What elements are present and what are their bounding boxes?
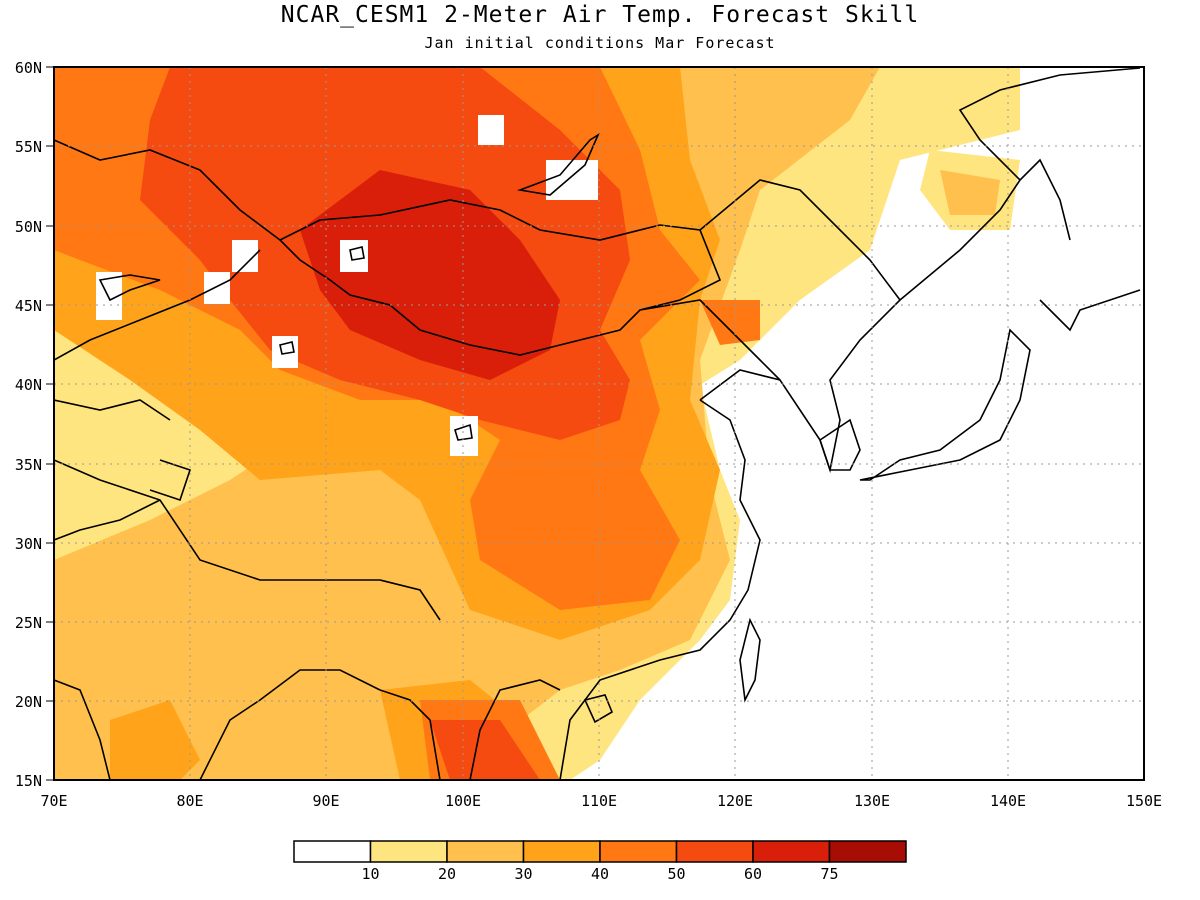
colorbar-swatch <box>599 840 678 863</box>
latitude-ticks <box>46 66 54 781</box>
map-frame <box>53 66 1145 781</box>
colorbar-swatch <box>369 840 448 863</box>
lon-label: 70E <box>40 792 67 810</box>
lon-label: 110E <box>581 792 617 810</box>
colorbar-label: 30 <box>514 865 532 883</box>
colorbar-swatch <box>522 840 601 863</box>
lon-label: 90E <box>312 792 339 810</box>
lat-label: 35N <box>15 456 42 474</box>
latitude-labels: 60N 55N 50N 45N 40N 35N 30N 25N 20N 15N <box>15 59 42 790</box>
colorbar: 10 20 30 40 50 60 75 <box>293 840 907 883</box>
lon-label: 130E <box>854 792 890 810</box>
colorbar-label: 50 <box>667 865 685 883</box>
lon-label: 140E <box>990 792 1026 810</box>
colorbar-swatch <box>675 840 754 863</box>
colorbar-label: 40 <box>591 865 609 883</box>
lat-label: 25N <box>15 614 42 632</box>
lon-label: 120E <box>717 792 753 810</box>
lat-label: 50N <box>15 218 42 236</box>
lon-label: 100E <box>445 792 481 810</box>
lat-label: 20N <box>15 693 42 711</box>
lon-label: 150E <box>1126 792 1162 810</box>
colorbar-swatch <box>293 840 372 863</box>
lat-label: 60N <box>15 59 42 77</box>
colorbar-swatch <box>752 840 831 863</box>
colorbar-label: 10 <box>361 865 379 883</box>
skill-shading <box>54 67 1144 780</box>
lat-label: 40N <box>15 376 42 394</box>
colorbar-swatch <box>446 840 525 863</box>
colorbar-label: 60 <box>744 865 762 883</box>
lat-label: 55N <box>15 138 42 156</box>
lon-label: 80E <box>176 792 203 810</box>
map-title: NCAR_CESM1 2-Meter Air Temp. Forecast Sk… <box>280 2 920 28</box>
coastlines <box>54 67 1141 780</box>
colorbar-swatch <box>828 840 907 863</box>
lat-label: 15N <box>15 772 42 790</box>
lat-label: 30N <box>15 535 42 553</box>
colorbar-label: 75 <box>820 865 838 883</box>
lat-label: 45N <box>15 297 42 315</box>
longitude-labels: 70E 80E 90E 100E 110E 120E 130E 140E 150… <box>40 792 1162 810</box>
colorbar-label: 20 <box>438 865 456 883</box>
map-subtitle: Jan initial conditions Mar Forecast <box>424 34 776 52</box>
